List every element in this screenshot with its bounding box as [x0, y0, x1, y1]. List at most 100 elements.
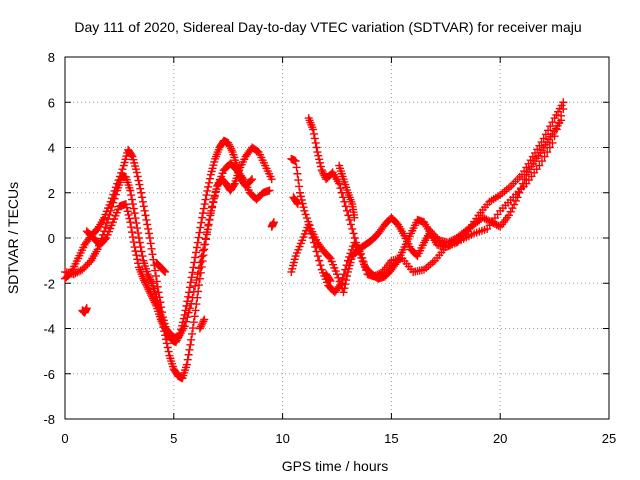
data-point: [510, 200, 519, 209]
data-point: [182, 360, 191, 369]
data-point: [494, 221, 503, 230]
data-point: [184, 350, 193, 359]
data-point: [108, 202, 117, 211]
data-point: [188, 324, 197, 333]
data-point: [128, 195, 137, 204]
data-point: [133, 255, 142, 264]
data-point: [229, 181, 238, 190]
data-point: [199, 204, 208, 213]
data-point: [147, 244, 156, 253]
data-point: [83, 260, 92, 269]
data-point: [200, 315, 209, 324]
data-point: [317, 166, 326, 175]
data-point: [246, 176, 255, 185]
data-point: [118, 165, 127, 174]
data-point: [346, 249, 355, 258]
data-point: [198, 213, 207, 222]
data-point: [296, 188, 305, 197]
data-point: [105, 210, 114, 219]
data-point: [515, 188, 524, 197]
data-point: [334, 273, 343, 282]
data-point: [360, 262, 369, 271]
data-point: [139, 202, 148, 211]
data-point: [480, 214, 489, 223]
data-point: [185, 304, 194, 313]
data-point: [143, 220, 152, 229]
data-point: [225, 142, 234, 151]
data-point: [202, 228, 211, 237]
data-point: [123, 207, 132, 216]
data-point: [294, 176, 303, 185]
data-point: [134, 259, 143, 268]
data-point: [132, 168, 141, 177]
data-point: [195, 281, 204, 290]
data-point: [142, 281, 151, 290]
data-point: [189, 287, 198, 296]
data-point: [138, 197, 147, 206]
data-point: [205, 174, 214, 183]
data-point: [520, 175, 529, 184]
data-point: [134, 234, 143, 242]
data-point: [74, 267, 83, 276]
data-point: [552, 125, 561, 134]
data-point: [304, 220, 313, 229]
data-point: [267, 175, 276, 184]
data-point: [136, 184, 145, 193]
data-point: [193, 238, 202, 247]
data-point: [224, 138, 233, 147]
data-point: [159, 320, 168, 329]
axis-ticks: 0 5 10 15 20 25 -8 -6 -4 -2 0 2 4 6 8: [43, 50, 616, 446]
y-tick-label: 2: [48, 186, 55, 201]
data-point: [148, 250, 157, 259]
data-point: [129, 204, 138, 213]
x-tick-label: 0: [61, 431, 68, 446]
data-point: [128, 228, 137, 237]
series-track-h: [289, 161, 359, 285]
data-point: [296, 192, 305, 201]
grid-lines: [65, 57, 609, 419]
x-axis-label: GPS time / hours: [282, 458, 389, 474]
data-point: [141, 211, 150, 220]
data-point: [202, 191, 211, 200]
data-point: [187, 299, 196, 308]
y-tick-label: -4: [43, 322, 55, 337]
y-tick-label: -6: [43, 367, 55, 382]
data-point: [369, 272, 378, 281]
data-point: [554, 118, 563, 127]
data-point: [133, 172, 142, 181]
data-point: [146, 275, 155, 284]
data-point: [205, 178, 214, 187]
data-point: [196, 223, 205, 232]
data-point: [134, 176, 143, 185]
data-point: [311, 138, 320, 147]
data-point: [147, 291, 156, 300]
data-point: [339, 270, 348, 279]
y-tick-label: -8: [43, 412, 55, 427]
data-point: [185, 345, 194, 354]
data-point: [541, 130, 550, 139]
data-point: [141, 278, 150, 287]
data-point: [101, 223, 110, 232]
data-point: [131, 247, 140, 256]
data-point: [195, 228, 204, 237]
data-point: [145, 287, 154, 296]
data-point: [200, 200, 209, 209]
data-point: [200, 240, 209, 249]
data-point: [557, 111, 566, 120]
data-point: [122, 203, 131, 212]
data-point: [316, 261, 325, 270]
data-point: [293, 169, 302, 178]
data-point: [316, 162, 325, 171]
data-point: [186, 340, 195, 349]
data-point: [313, 148, 322, 157]
data-point: [201, 195, 210, 204]
data-point: [315, 256, 324, 265]
data-point: [145, 273, 154, 282]
data-point: [130, 243, 139, 252]
data-point: [109, 198, 118, 207]
data-point: [130, 209, 139, 218]
data-point: [194, 233, 203, 242]
data-point: [164, 347, 173, 356]
data-point: [138, 193, 147, 202]
data-point: [81, 262, 90, 271]
